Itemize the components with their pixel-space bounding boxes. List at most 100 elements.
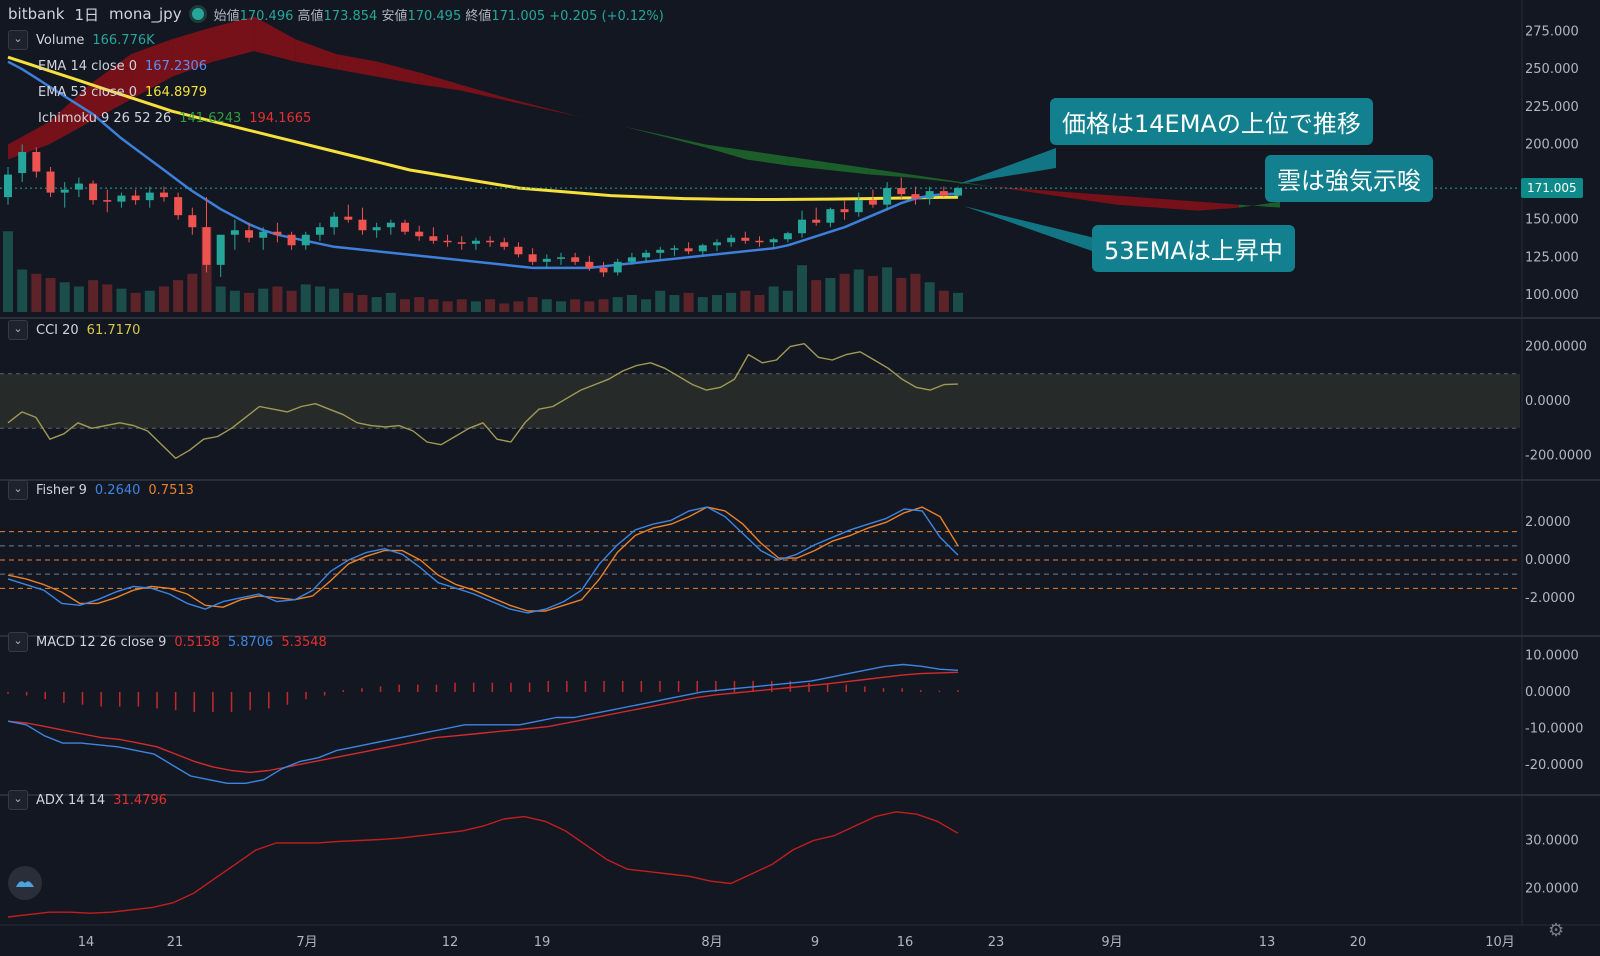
ichimoku-cloud-segment [1156,198,1198,211]
volume-bar [541,299,552,312]
callout-ema14: 価格は14EMAの上位で推移 [1050,98,1373,145]
interval-label[interactable]: 1日 [74,5,100,24]
volume-bar [641,299,652,312]
ichimoku-cloud-segment [910,174,952,183]
ichimoku-cloud-segment [787,156,829,171]
candle-body [216,234,225,265]
ichimoku-cloud-segment [90,54,132,122]
cci-legend[interactable]: ⌄ CCI 20 61.7170 [8,320,140,340]
volume-bar [768,286,779,312]
volume-bar [598,299,609,312]
volume-bar [839,273,850,312]
candle-body [89,183,98,201]
ichimoku-value-a: 141.6243 [179,110,242,126]
cci-line [7,343,959,459]
candle-body [443,240,452,243]
volume-bar [513,301,524,312]
ichimoku-cloud-segment [418,72,460,91]
time-axis-tick: 10月 [1485,935,1515,950]
ema14-legend[interactable]: EMA 14 close 0 167.2306 [38,56,207,76]
ichimoku-legend[interactable]: Ichimoku 9 26 52 26 141.6243 194.1665 [38,108,311,128]
candle-body [528,254,537,262]
settings-gear-icon[interactable]: ⚙ [1548,920,1565,941]
volume-bar [158,286,169,312]
volume-bar [853,269,864,312]
candle-body [358,219,367,231]
ema53-line [7,55,959,201]
candle-body [542,258,551,262]
volume-bar [499,303,510,312]
collapse-chevron-icon[interactable]: ⌄ [8,480,28,500]
ichimoku-cloud-segment [1238,201,1280,208]
volume-legend[interactable]: ⌄ Volume 166.776K [8,30,155,50]
ichimoku-cloud-segment [131,39,173,100]
ichimoku-cloud-segment [172,27,214,77]
macd-histogram-legend-value: 0.5158 [174,634,220,650]
ichimoku-cloud-segment [869,168,911,178]
collapse-chevron-icon[interactable]: ⌄ [8,632,28,652]
volume-bar [286,290,297,312]
volume-bar [272,286,283,312]
volume-bar [485,299,496,312]
candle-body [287,234,296,246]
candle-body [159,192,168,198]
market-status-icon [191,8,204,20]
price-axis-tick: 275.000 [1525,25,1579,40]
candle-body [741,237,750,241]
candle-body [429,236,438,241]
price-axis-tick: 200.000 [1525,137,1579,152]
volume-bar [385,292,396,312]
candle-body [74,183,83,190]
time-axis-tick: 20 [1350,935,1367,950]
candle-body [854,200,863,213]
candle-body [18,151,27,174]
ema53-legend[interactable]: EMA 53 close 0 164.8979 [38,82,207,102]
volume-legend-label: Volume [36,32,85,48]
adx-legend-value: 31.4796 [113,792,167,808]
candle-body [330,216,339,228]
candle-body [188,215,197,228]
candle-body [32,151,41,172]
macd-legend[interactable]: ⌄ MACD 12 26 close 9 0.5158 5.8706 5.354… [8,632,327,652]
time-axis-tick: 12 [442,935,459,950]
cci-axis-tick: 0.0000 [1525,394,1571,409]
candle-body [712,242,721,246]
ichimoku-cloud-segment [1074,192,1116,205]
ichimoku-cloud-segment [49,84,91,145]
cci-axis-tick: -200.0000 [1525,449,1592,464]
volume-bar [314,286,325,312]
volume-bar [442,301,453,312]
ichimoku-cloud-segment [459,84,501,100]
fisher-legend-value: 0.2640 [94,482,141,498]
fisher-trigger-legend-value: 0.7513 [148,482,194,498]
price-axis-tick: 150.000 [1525,213,1579,228]
candle-body [840,209,849,213]
volume-bar [570,299,581,312]
macd-signal-legend-value: 5.3548 [281,634,327,650]
cci-band-fill [0,373,1520,429]
candle-body [883,188,892,205]
volume-bar [825,278,836,312]
candle-body [259,231,268,238]
ichimoku-cloud-segment [8,121,50,160]
fisher-legend[interactable]: ⌄ Fisher 9 0.2640 0.7513 [8,480,194,500]
symbol-name[interactable]: mona_jpy [109,5,182,23]
volume-bar [73,286,84,312]
collapse-chevron-icon[interactable]: ⌄ [8,790,28,810]
collapse-chevron-icon[interactable]: ⌄ [8,30,28,50]
ichimoku-cloud-segment [623,126,665,137]
collapse-chevron-icon[interactable]: ⌄ [8,320,28,340]
time-axis-tick: 14 [78,935,95,950]
candle-body [925,191,934,199]
symbol-header[interactable]: bitbank 1日 mona_jpy 始値170.496 高値173.854 … [8,2,664,26]
ichimoku-legend-label: Ichimoku 9 26 52 26 [38,110,172,126]
adx-legend[interactable]: ⌄ ADX 14 14 31.4796 [8,790,167,810]
volume-bar [88,280,99,312]
tradingview-logo-icon[interactable] [8,866,42,900]
candle-body [174,197,183,216]
volume-bar [343,292,354,312]
candle-body [471,240,480,244]
candle-body [585,261,594,268]
